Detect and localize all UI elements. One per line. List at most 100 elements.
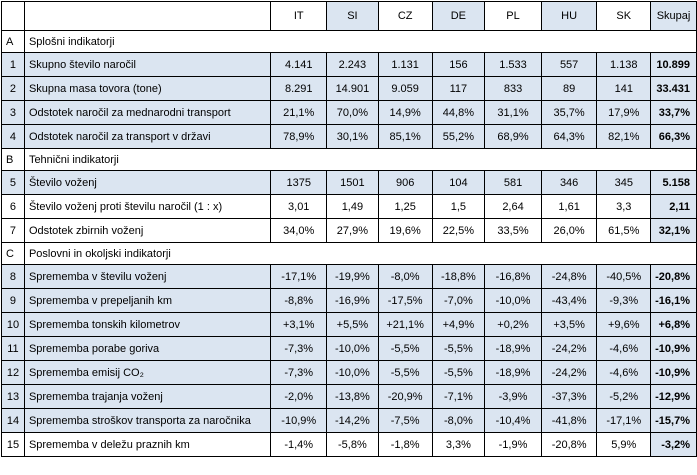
cell-total: 5.158	[650, 170, 697, 195]
row-label: Odstotek naročil za mednarodni transport	[23, 100, 272, 125]
cell-cz: 1,25	[377, 194, 433, 219]
cell-sk: 5,9%	[596, 432, 652, 457]
cell-total: 10.899	[650, 52, 697, 77]
cell-hu: -37,3%	[540, 384, 598, 409]
cell-de: 1,5	[431, 194, 486, 219]
table-body: IT SI CZ DE PL HU SK Skupaj A Splošni ind…	[1, 1, 697, 457]
cell-sk: 1.138	[596, 52, 652, 77]
row-number: 1	[1, 52, 25, 77]
cell-cz: 906	[377, 170, 433, 195]
row-label: Sprememba emisij CO₂	[23, 360, 272, 385]
row-label: Število voženj proti številu naročil (1 …	[23, 194, 272, 219]
cell-de: -5,5%	[431, 360, 486, 385]
cell-si: 27,9%	[326, 218, 379, 243]
cell-sk: -9,3%	[596, 288, 652, 313]
cell-sk: 3,3	[596, 194, 652, 219]
cell-si: 1501	[326, 170, 379, 195]
cell-hu: 35,7%	[540, 100, 598, 125]
cell-si: -13,8%	[326, 384, 379, 409]
cell-cz: 1.131	[377, 52, 433, 77]
cell-si: 14.901	[326, 76, 379, 101]
cell-de: -18,8%	[431, 264, 486, 289]
cell-de: -8,0%	[431, 408, 486, 433]
cell-pl: -10,4%	[484, 408, 542, 433]
cell-it: 3,01	[270, 194, 328, 219]
column-header-si: SI	[326, 1, 379, 31]
cell-total: 33.431	[650, 76, 697, 101]
cell-it: -10,9%	[270, 408, 328, 433]
cell-hu: -41,8%	[540, 408, 598, 433]
indicators-table: IT SI CZ DE PL HU SK Skupaj A Splošni ind…	[1, 1, 697, 457]
cell-pl: 581	[484, 170, 542, 195]
cell-de: -7,1%	[431, 384, 486, 409]
row-number: 7	[1, 218, 25, 243]
cell-sk: +9,6%	[596, 312, 652, 337]
cell-it: 78,9%	[270, 124, 328, 149]
row-number: 6	[1, 194, 25, 219]
cell-cz: 85,1%	[377, 124, 433, 149]
header-blank-num	[1, 1, 25, 31]
cell-pl: 33,5%	[484, 218, 542, 243]
section-title: Poslovni in okoljski indikatorji	[23, 242, 697, 265]
header-blank-label	[23, 1, 272, 31]
cell-total: -16,1%	[650, 288, 697, 313]
cell-de: +4,9%	[431, 312, 486, 337]
cell-si: +5,5%	[326, 312, 379, 337]
cell-hu: -20,8%	[540, 432, 598, 457]
cell-si: 1,49	[326, 194, 379, 219]
cell-it: 21,1%	[270, 100, 328, 125]
cell-cz: 14,9%	[377, 100, 433, 125]
table-row: 13 Sprememba trajanja voženj -2,0% -13,8% -2…	[1, 384, 697, 409]
section-letter: A	[1, 30, 25, 53]
cell-si: -10,0%	[326, 336, 379, 361]
cell-sk: 17,9%	[596, 100, 652, 125]
cell-pl: -16,8%	[484, 264, 542, 289]
cell-cz: -5,5%	[377, 336, 433, 361]
row-label: Sprememba v deležu praznih km	[23, 432, 272, 457]
cell-de: 104	[431, 170, 486, 195]
table-row: 8 Sprememba v številu voženj -17,1% -19,9% -…	[1, 264, 697, 289]
cell-it: -2,0%	[270, 384, 328, 409]
table-row: 4 Odstotek naročil za transport v državi 7…	[1, 124, 697, 149]
cell-pl: 2,64	[484, 194, 542, 219]
table-row: 12 Sprememba emisij CO₂ -7,3% -10,0% -5,5% -5…	[1, 360, 697, 385]
row-label: Odstotek zbirnih voženj	[23, 218, 272, 243]
section-row: C Poslovni in okoljski indikatorji	[1, 242, 697, 265]
cell-cz: 9.059	[377, 76, 433, 101]
row-label: Odstotek naročil za transport v državi	[23, 124, 272, 149]
row-number: 5	[1, 170, 25, 195]
cell-pl: -1,9%	[484, 432, 542, 457]
row-number: 10	[1, 312, 25, 337]
column-header-total: Skupaj	[650, 1, 697, 31]
cell-cz: +21,1%	[377, 312, 433, 337]
cell-de: 55,2%	[431, 124, 486, 149]
row-number: 14	[1, 408, 25, 433]
header-row: IT SI CZ DE PL HU SK Skupaj	[1, 1, 697, 31]
cell-hu: 89	[540, 76, 598, 101]
cell-cz: -1,8%	[377, 432, 433, 457]
table-row: 15 Sprememba v deležu praznih km -1,4% -5,8…	[1, 432, 697, 457]
section-row: A Splošni indikatorji	[1, 30, 697, 53]
cell-de: 22,5%	[431, 218, 486, 243]
row-label: Skupna masa tovora (tone)	[23, 76, 272, 101]
cell-total: +6,8%	[650, 312, 697, 337]
table-row: 3 Odstotek naročil za mednarodni transpor…	[1, 100, 697, 125]
cell-pl: -3,9%	[484, 384, 542, 409]
column-header-it: IT	[270, 1, 328, 31]
cell-sk: -40,5%	[596, 264, 652, 289]
cell-si: 70,0%	[326, 100, 379, 125]
cell-si: -10,0%	[326, 360, 379, 385]
row-label: Sprememba v prepeljanih km	[23, 288, 272, 313]
cell-cz: -8,0%	[377, 264, 433, 289]
cell-sk: 61,5%	[596, 218, 652, 243]
cell-pl: +0,2%	[484, 312, 542, 337]
cell-si: -5,8%	[326, 432, 379, 457]
cell-hu: -24,2%	[540, 360, 598, 385]
row-label: Sprememba porabe goriva	[23, 336, 272, 361]
row-number: 11	[1, 336, 25, 361]
cell-de: -5,5%	[431, 336, 486, 361]
cell-total: -20,8%	[650, 264, 697, 289]
cell-pl: 31,1%	[484, 100, 542, 125]
cell-si: -14,2%	[326, 408, 379, 433]
row-label: Skupno število naročil	[23, 52, 272, 77]
